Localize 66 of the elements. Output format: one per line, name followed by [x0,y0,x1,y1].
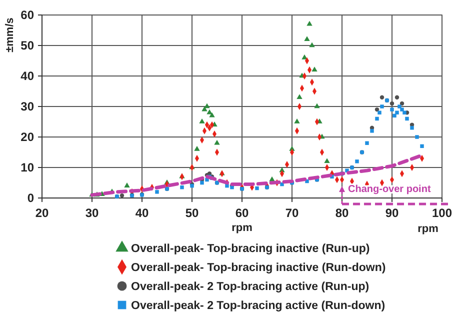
point [302,72,307,80]
point [398,104,402,108]
point [200,180,204,185]
point [400,108,404,112]
point [410,126,414,130]
y-tick-label: 20 [20,130,34,144]
point [390,101,394,106]
point [194,146,200,151]
point [297,103,302,110]
legend-label: Overall-peak- 2 Top-bracing active (Run-down) [131,300,386,312]
y-tick-label: 0 [27,191,34,206]
point [324,164,330,171]
point [415,135,419,139]
point [370,129,374,133]
text: rpm [418,223,439,235]
point [314,103,320,108]
point [355,160,359,164]
x-tick-label: 90 [385,206,399,220]
point [255,186,259,190]
x-tick-label: 20 [35,206,49,220]
legend-label: Overall-peak- Top-bracing inactive (Run-up) [131,243,370,256]
x-tick-label: 60 [235,206,249,220]
point [380,104,384,108]
y-axis-title: ±mm/s [4,18,16,52]
y-tick-label: 30 [20,100,34,114]
point [375,116,379,121]
x-tick-label: 70 [285,206,299,220]
y-tick-label: 60 [20,8,34,22]
point [317,134,322,140]
point [199,118,205,124]
point [306,20,312,26]
point [309,42,315,48]
point [124,182,130,188]
point [405,116,409,121]
point [365,141,369,145]
point [312,66,318,72]
point [120,193,124,198]
point [214,140,220,145]
point [304,36,310,42]
point [324,158,330,164]
point [390,108,394,112]
point [155,190,159,194]
point [392,114,396,118]
point [180,185,184,190]
point [209,112,215,118]
point [410,164,414,171]
legend-label: Overall-peak- 2 Top-bracing active (Run-up) [131,281,370,294]
x-tick-label: 80 [335,206,349,220]
point [296,94,302,99]
point [420,144,424,148]
point [395,110,399,114]
point [294,118,300,124]
y-tick-label: 50 [20,38,34,53]
point [394,95,400,100]
x-tick-label: 30 [85,206,99,220]
legend-label: Overall-peak- Top-bracing inactive (Run-down) [131,262,386,274]
point [225,184,229,188]
y-tick-label: 40 [20,69,34,84]
point [402,110,406,114]
x-axis-title: rpm [232,222,253,234]
x-tick-label: 50 [185,206,199,220]
x-tick-label: 40 [135,206,149,220]
y-tick-label: 10 [20,160,34,175]
point [378,110,382,114]
point [380,95,384,100]
x-tick-label: 100 [432,206,452,220]
